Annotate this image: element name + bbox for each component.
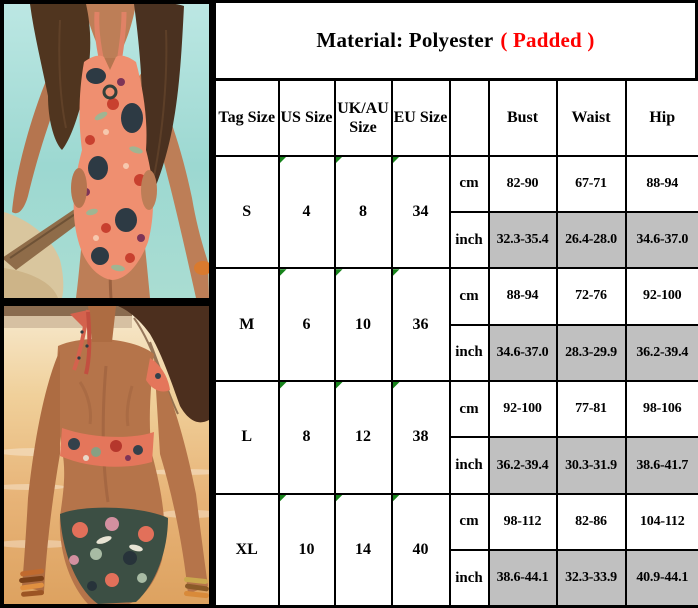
cell-xl-hip-cm: 104-112: [624, 492, 698, 552]
cell-m-bust-inch: 34.6-37.0: [487, 323, 558, 383]
cell-s-waist-inch: 26.4-28.0: [555, 210, 627, 270]
cell-m-uk: 10: [333, 267, 393, 382]
cell-l-uk: 12: [333, 380, 393, 495]
cell-m-waist-inch: 28.3-29.9: [555, 323, 627, 383]
floral-one-piece-swimsuit: [71, 55, 157, 281]
size-row-xl-inch: inch 38.6-44.1 32.3-33.9 40.9-44.1: [215, 549, 698, 608]
cell-m-tag: M: [213, 267, 280, 382]
col-header-unit: [448, 78, 490, 157]
cell-xl-waist-cm: 82-86: [555, 492, 627, 552]
cell-l-unit-inch: inch: [448, 436, 490, 495]
bracelets: [19, 568, 209, 599]
cell-l-bust-cm: 92-100: [487, 379, 558, 439]
product-photo-front: [0, 0, 213, 302]
padded-label: ( Padded ): [500, 28, 595, 52]
size-row-m-cm: M 6 10 36 cm 88-94 72-76 92-100: [213, 267, 698, 382]
halter-neck-ties: [70, 309, 92, 375]
product-photo-back: [0, 302, 213, 608]
size-chart-panel: Material: Polyester ( Padded ) Tag Size …: [213, 0, 698, 608]
size-row-m-inch: inch 34.6-37.0 28.3-29.9 36.2-39.4: [215, 323, 698, 383]
cell-xl-tag: XL: [213, 492, 280, 608]
cell-s-bust-inch: 32.3-35.4: [487, 210, 558, 270]
cell-xl-uk: 14: [333, 492, 393, 608]
cell-l-hip-inch: 38.6-41.7: [624, 436, 698, 495]
col-header-hip: Hip: [624, 78, 698, 157]
size-chart-table: Tag Size US Size UK/AU Size EU Size Bust…: [213, 78, 698, 608]
cell-xl-unit-inch: inch: [448, 549, 490, 608]
size-row-l-cm: L 8 12 38 cm 92-100 77-81 98-106: [213, 379, 698, 495]
cell-s-waist-cm: 67-71: [555, 154, 627, 213]
col-header-us-size: US Size: [277, 78, 336, 157]
cell-xl-bust-cm: 98-112: [487, 492, 558, 552]
cell-l-tag: L: [213, 380, 280, 495]
size-row-s-inch: inch 32.3-35.4 26.4-28.0 34.6-37.0: [215, 210, 698, 270]
col-header-bust: Bust: [487, 78, 558, 157]
size-row-xl-cm: XL 10 14 40 cm 98-112 82-86 104-112: [213, 492, 698, 608]
cell-m-bust-cm: 88-94: [487, 267, 558, 326]
col-header-tag-size: Tag Size: [213, 78, 280, 157]
front-view-illustration: [0, 0, 213, 302]
cell-xl-us: 10: [277, 492, 336, 608]
cell-xl-bust-inch: 38.6-44.1: [487, 549, 558, 608]
cell-m-us: 6: [277, 267, 336, 382]
cell-l-hip-cm: 98-106: [624, 379, 698, 439]
cell-m-unit-inch: inch: [448, 323, 490, 383]
cell-m-hip-cm: 92-100: [624, 267, 698, 326]
cell-s-unit-inch: inch: [448, 210, 490, 270]
product-photos: [0, 0, 213, 608]
material-header: Material: Polyester ( Padded ): [213, 0, 698, 78]
cell-l-bust-inch: 36.2-39.4: [487, 436, 558, 495]
cell-m-hip-inch: 36.2-39.4: [624, 323, 698, 383]
cell-s-unit-cm: cm: [448, 154, 490, 213]
material-label: Material: Polyester: [316, 28, 494, 52]
cell-m-waist-cm: 72-76: [555, 267, 627, 326]
cell-s-us: 4: [277, 154, 336, 270]
cell-l-waist-inch: 30.3-31.9: [555, 436, 627, 495]
cell-l-waist-cm: 77-81: [555, 379, 627, 439]
col-header-waist: Waist: [555, 78, 627, 157]
cell-s-uk: 8: [333, 154, 393, 270]
cell-xl-eu: 40: [390, 492, 451, 608]
cell-s-bust-cm: 82-90: [487, 154, 558, 213]
back-view-illustration: [0, 302, 213, 608]
cell-l-us: 8: [277, 380, 336, 495]
size-row-l-inch: inch 36.2-39.4 30.3-31.9 38.6-41.7: [215, 436, 698, 495]
cell-xl-hip-inch: 40.9-44.1: [624, 549, 698, 608]
col-header-uk-au-size: UK/AU Size: [333, 78, 393, 157]
cell-m-eu: 36: [390, 267, 451, 382]
col-header-eu-size: EU Size: [390, 78, 451, 157]
bikini-bottom: [60, 507, 168, 604]
cell-m-unit-cm: cm: [448, 267, 490, 326]
cell-l-unit-cm: cm: [448, 379, 490, 439]
bikini-top-band: [60, 358, 170, 467]
cell-xl-waist-inch: 32.3-33.9: [555, 549, 627, 608]
cell-l-eu: 38: [390, 380, 451, 495]
column-header-row: Tag Size US Size UK/AU Size EU Size Bust…: [213, 78, 698, 157]
cell-s-eu: 34: [390, 154, 451, 270]
cell-s-hip-inch: 34.6-37.0: [624, 210, 698, 270]
cell-s-hip-cm: 88-94: [624, 154, 698, 213]
cell-xl-unit-cm: cm: [448, 492, 490, 552]
cell-s-tag: S: [213, 154, 280, 270]
size-row-s-cm: S 4 8 34 cm 82-90 67-71 88-94: [213, 154, 698, 270]
